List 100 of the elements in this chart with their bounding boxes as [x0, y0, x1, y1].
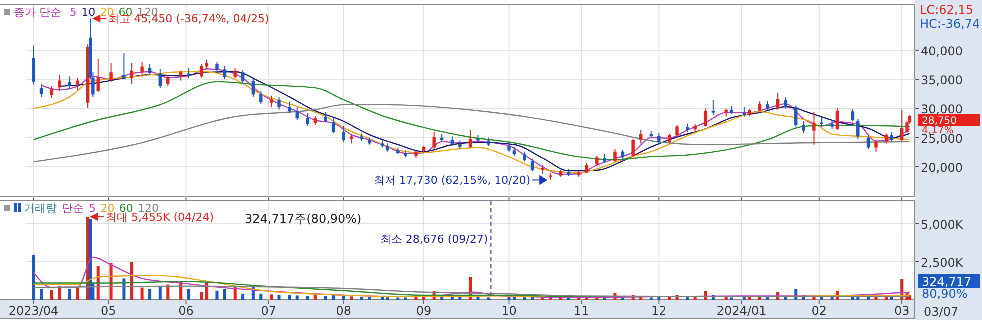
- bar: [166, 284, 170, 300]
- candlestick: [802, 121, 806, 134]
- candlestick: [856, 118, 860, 140]
- candlestick: [776, 92, 780, 110]
- candlestick: [96, 58, 100, 93]
- candlestick: [836, 108, 840, 131]
- annotation: 최대 5,455K (04/24): [106, 211, 214, 224]
- bar: [288, 295, 292, 300]
- candlestick: [110, 62, 113, 83]
- y-tick-label: 35,000: [921, 74, 963, 88]
- bar: [200, 292, 204, 300]
- candlestick: [450, 136, 454, 147]
- candlestick: [200, 64, 204, 78]
- y-tick-label: 30,000: [921, 102, 963, 117]
- text: 10: [82, 6, 96, 19]
- bar: [278, 295, 281, 300]
- legend-title: 종가 단순: [14, 6, 62, 19]
- text: LC:62,15: [920, 3, 974, 17]
- text: 80,90%: [922, 287, 968, 301]
- x-tick-label: 06: [178, 304, 194, 318]
- candlestick: [812, 112, 816, 146]
- bar: [360, 296, 364, 300]
- candlestick: [668, 133, 672, 144]
- legend-label: 거래량: [24, 202, 57, 215]
- bar: [216, 290, 219, 300]
- bar: [50, 290, 54, 300]
- x-tick-label: 11: [574, 304, 590, 318]
- candlestick: [68, 76, 72, 90]
- candlestick: [468, 129, 472, 149]
- bar: [368, 297, 372, 300]
- bar: [306, 296, 310, 300]
- candlestick: [530, 158, 534, 172]
- bar: [381, 297, 384, 300]
- bar: [342, 296, 346, 300]
- candlestick: [324, 112, 328, 124]
- y-tick-label: 40,000: [921, 44, 963, 58]
- candlestick: [130, 62, 134, 85]
- candlestick: [288, 101, 292, 114]
- candlestick: [900, 109, 904, 142]
- bar: [187, 289, 190, 300]
- text: 03/07: [924, 305, 959, 319]
- candlestick: [140, 62, 144, 78]
- candlestick: [241, 70, 245, 84]
- x-tick-label: 02: [812, 304, 828, 318]
- annotation: 324,717주(80,90%): [245, 212, 362, 226]
- x-tick-label: 03: [894, 304, 910, 318]
- candlestick: [342, 126, 346, 142]
- candlestick: [148, 64, 152, 76]
- candlestick: [794, 105, 798, 128]
- bar: [68, 289, 72, 300]
- candlestick: [158, 68, 162, 89]
- candlestick: [632, 138, 635, 158]
- annotation: 최저 17,730 (62,15%, 10/20): [374, 174, 531, 188]
- line-series: [33, 104, 910, 163]
- text: 5: [89, 202, 96, 215]
- candlestick: [350, 134, 354, 144]
- bar: [508, 296, 511, 300]
- candlestick: [784, 96, 788, 110]
- text: 28,750: [922, 116, 957, 127]
- y-tick-label: 5,000K: [921, 218, 964, 232]
- line-series: [33, 286, 910, 298]
- bar: [350, 296, 354, 300]
- candlestick: [278, 96, 281, 110]
- candlestick: [122, 52, 126, 80]
- bar: [148, 289, 152, 300]
- x-tick-label: 2024/01: [716, 304, 767, 318]
- bar: [205, 283, 208, 300]
- x-tick-label: 12: [652, 304, 667, 318]
- bar: [332, 295, 336, 300]
- x-tick-label: 2023/04: [8, 304, 59, 318]
- candlestick: [766, 100, 770, 111]
- candlestick: [614, 149, 617, 163]
- bar: [76, 288, 80, 300]
- bar: [512, 297, 516, 300]
- bar: [314, 295, 317, 300]
- candlestick: [851, 108, 855, 122]
- bar: [140, 288, 144, 300]
- text: 5: [70, 6, 77, 19]
- ref-line-label: 최소 28,676 (09/27): [380, 233, 488, 246]
- candlestick: [874, 140, 878, 152]
- x-tick-label: 08: [336, 304, 352, 318]
- bar: [296, 296, 299, 300]
- candlestick: [179, 70, 183, 82]
- candlestick: [820, 116, 824, 128]
- candlestick: [658, 132, 661, 145]
- candlestick: [508, 142, 511, 152]
- bar: [324, 296, 328, 300]
- candlestick: [432, 132, 436, 150]
- candlestick: [32, 45, 36, 86]
- candlestick: [205, 59, 208, 70]
- y-tick-label: 20,000: [921, 160, 963, 175]
- candlestick: [76, 78, 80, 91]
- candlestick: [234, 67, 237, 79]
- x-tick-label: 10: [502, 304, 517, 318]
- bar: [32, 254, 36, 300]
- x-tick-label: 09: [416, 304, 432, 318]
- candlestick: [50, 86, 54, 99]
- candlestick: [704, 108, 708, 128]
- candlestick: [884, 133, 888, 144]
- bar: [158, 286, 162, 300]
